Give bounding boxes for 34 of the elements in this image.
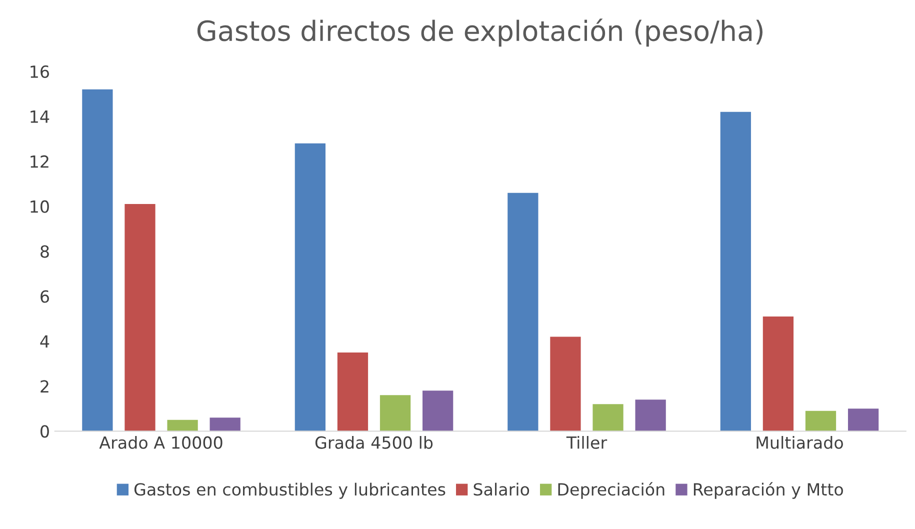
bar <box>720 112 751 432</box>
bar <box>124 204 156 432</box>
x-tick-label: Multiarado <box>756 436 843 449</box>
y-tick-label: 8 <box>40 245 49 258</box>
legend-label: Depreciación <box>558 482 664 499</box>
y-tick-label: 6 <box>40 290 49 303</box>
bar <box>848 408 879 432</box>
bar <box>167 420 198 432</box>
x-tick-label: Arado A 10000 <box>99 436 222 449</box>
bar <box>337 352 368 432</box>
y-tick-label: 4 <box>40 335 50 348</box>
bar <box>592 404 624 432</box>
bar <box>422 390 454 432</box>
bar <box>762 316 794 432</box>
bar <box>805 410 836 432</box>
bar <box>82 89 113 432</box>
chart-title: Gastos directos de explotación (peso/ha) <box>197 18 762 47</box>
y-tick-label: 10 <box>30 200 49 213</box>
legend-label: Salario <box>474 482 530 496</box>
bar <box>508 192 538 432</box>
y-tick-label: 16 <box>30 65 49 78</box>
y-tick-label: 14 <box>30 110 50 123</box>
legend-label: Gastos en combustibles y lubricantes <box>134 482 446 499</box>
x-tick-label: Grada 4500 lb <box>315 436 433 449</box>
legend-label: Reparación y Mtto <box>694 482 843 499</box>
x-tick-label: Tiller <box>566 436 608 449</box>
bar <box>635 400 666 432</box>
bar <box>294 143 326 432</box>
y-tick-label: 0 <box>40 425 49 438</box>
y-tick-label: 2 <box>40 380 48 392</box>
bar <box>210 418 240 432</box>
bar <box>380 395 411 432</box>
bar <box>550 336 581 432</box>
y-tick-label: 12 <box>30 155 48 168</box>
